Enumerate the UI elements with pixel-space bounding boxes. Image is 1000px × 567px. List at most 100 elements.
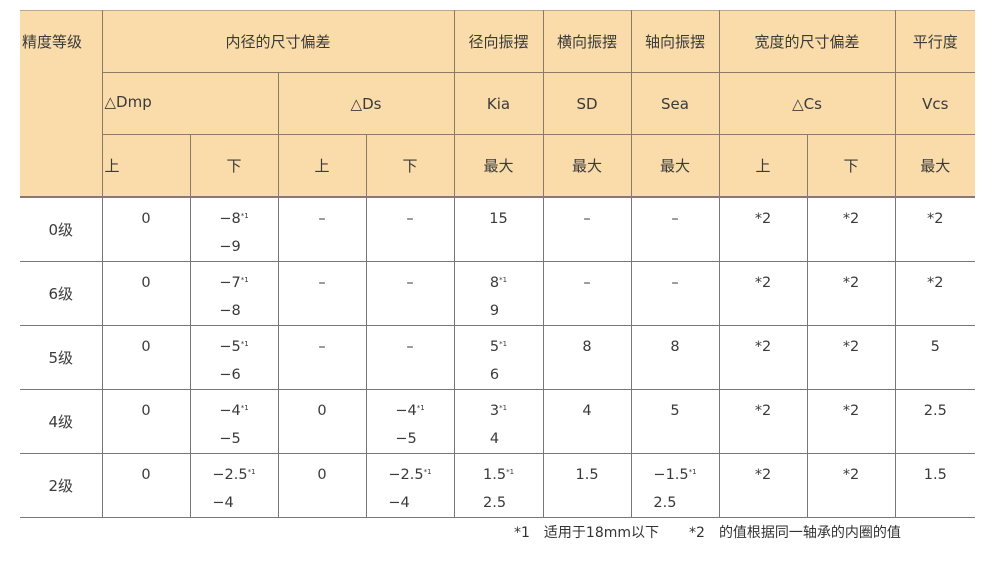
cell-values: – — [671, 269, 678, 297]
cell-values: *2 — [843, 397, 859, 425]
cell-values: 0 — [317, 461, 326, 489]
cell-value: *2 — [754, 210, 772, 227]
value-cell: *2 — [718, 388, 808, 454]
cell-values: 8 — [670, 333, 679, 361]
value-cell: 1.5*1 2.5 — [453, 452, 544, 518]
cell-values: *2 — [755, 397, 771, 425]
header-lower: 下 — [365, 134, 455, 197]
cell-values: 0 — [317, 397, 326, 425]
cell-values: 0 — [141, 461, 150, 489]
value-cell: 5 — [894, 324, 976, 390]
footnote-ref: *1 — [423, 467, 432, 476]
cell-values: 0 — [141, 205, 150, 233]
cell-values: −2.5*1 −4 — [388, 461, 431, 517]
cell-value: −8 — [219, 210, 241, 227]
value-cell: – — [630, 195, 720, 262]
cell-value: −5 — [395, 430, 417, 447]
value-cell: 2.5 — [894, 388, 976, 454]
cell-values: – — [406, 205, 413, 233]
value-cell: −5*1 −6 — [189, 324, 279, 390]
header-grade: 精度等级 — [20, 10, 103, 197]
header-sd: SD — [542, 72, 632, 135]
cell-value: 5 — [489, 338, 500, 355]
cell-value: 0 — [317, 402, 327, 419]
cell-value: *2 — [754, 274, 772, 291]
cell-value: 8 — [582, 338, 592, 355]
value-cell: – — [630, 260, 720, 326]
value-cell: 4 — [542, 388, 632, 454]
cell-value: −5 — [219, 430, 241, 447]
cell-value: *2 — [842, 210, 860, 227]
cell-values: *2 — [843, 269, 859, 297]
value-cell: −4*1 −5 — [365, 388, 455, 454]
footnote-1-mark: *1 — [514, 525, 530, 541]
value-cell: 3*1 4 — [453, 388, 544, 454]
footnote-ref: *1 — [499, 403, 508, 412]
value-cell: 5 — [630, 388, 720, 454]
cell-values: 8 — [582, 333, 591, 361]
footnote-ref: *1 — [506, 467, 515, 476]
table-row: 5级 0 −5*1 −6– –5*1 6 8 8 *2 *2 5 — [20, 324, 976, 390]
value-cell: – — [365, 324, 455, 390]
grade-cell: 5级 — [20, 324, 103, 390]
value-cell: 1.5 — [542, 452, 632, 518]
cell-value: −2.5 — [212, 466, 248, 483]
cell-value: −1.5 — [653, 466, 689, 483]
value-cell: – — [542, 195, 632, 262]
cell-values: 15 — [489, 205, 507, 233]
cell-value: 15 — [489, 210, 508, 227]
tolerance-table: 精度等级 内径的尺寸偏差 径向振摆 横向振摆 轴向振摆 宽度的尺寸偏差 平行度 … — [20, 10, 976, 518]
footnotes: *1 适用于18mm以下 *2 的值根据同一轴承的内圈的值 — [514, 522, 915, 542]
cell-values: 5 — [931, 333, 940, 361]
cell-values: 0 — [141, 269, 150, 297]
cell-value: – — [583, 210, 591, 227]
header-radial-runout: 径向振摆 — [453, 10, 544, 73]
cell-value: −4 — [219, 402, 241, 419]
cell-values: – — [318, 269, 325, 297]
value-cell: 8*1 9 — [453, 260, 544, 326]
cell-value: 2.5 — [923, 402, 947, 419]
header-kia: Kia — [453, 72, 544, 135]
header-max: 最大 — [542, 134, 632, 197]
cell-values: −8*1 −9 — [219, 205, 248, 261]
cell-values: – — [406, 269, 413, 297]
cell-value: *2 — [842, 402, 860, 419]
cell-value: 6 — [489, 366, 500, 383]
value-cell: – — [277, 324, 367, 390]
cell-value: −8 — [219, 302, 241, 319]
table-body: 0级 0 −8*1 −9– –15– – *2 *2 *2 6级 0 −7*1 −8– –8*1 9– – *2… — [20, 195, 976, 518]
footnote-ref: *1 — [240, 211, 249, 220]
cell-value: 0 — [141, 338, 151, 355]
cell-value: – — [671, 210, 679, 227]
cell-values: *2 — [755, 269, 771, 297]
value-cell: *2 — [806, 388, 896, 454]
cell-values: 8*1 9 — [490, 269, 507, 325]
value-cell: *2 — [718, 324, 808, 390]
value-cell: −8*1 −9 — [189, 195, 279, 262]
cell-values: 0 — [141, 397, 150, 425]
cell-values: −5*1 −6 — [219, 333, 248, 389]
cell-values: – — [318, 333, 325, 361]
cell-values: – — [406, 333, 413, 361]
cell-value: 4 — [489, 430, 500, 447]
value-cell: 0 — [101, 388, 191, 454]
cell-values: 5 — [670, 397, 679, 425]
cell-value: – — [671, 274, 679, 291]
value-cell: 1.5 — [894, 452, 976, 518]
value-cell: −2.5*1 −4 — [365, 452, 455, 518]
footnote-ref: *1 — [688, 467, 697, 476]
value-cell: 15 — [453, 195, 544, 262]
cell-values: *2 — [755, 461, 771, 489]
cell-value: – — [406, 338, 414, 355]
cell-values: *2 — [843, 461, 859, 489]
value-cell: 0 — [101, 452, 191, 518]
cell-value: −2.5 — [388, 466, 424, 483]
cell-value: 1.5 — [923, 466, 947, 483]
value-cell: −7*1 −8 — [189, 260, 279, 326]
cell-values: −1.5*1 2.5 — [653, 461, 696, 517]
value-cell: *2 — [806, 195, 896, 262]
cell-values: 1.5*1 2.5 — [483, 461, 514, 517]
cell-values: 1.5 — [575, 461, 598, 489]
value-cell: – — [365, 260, 455, 326]
cell-value: −4 — [212, 494, 234, 511]
